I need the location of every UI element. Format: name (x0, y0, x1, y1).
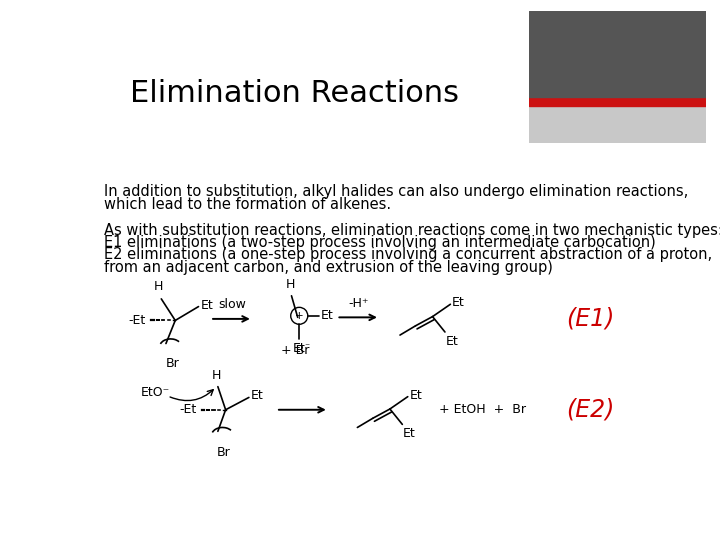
Text: Et: Et (293, 342, 305, 355)
Text: Et: Et (446, 335, 459, 348)
Text: -Et: -Et (129, 314, 145, 327)
Text: -Et: -Et (179, 403, 196, 416)
Text: Et: Et (321, 309, 333, 322)
Text: As with substitution reactions, elimination reactions come in two mechanistic ty: As with substitution reactions, eliminat… (104, 222, 720, 238)
Text: H: H (153, 280, 163, 293)
Text: Elimination Reactions: Elimination Reactions (130, 79, 459, 107)
Text: Et: Et (409, 389, 422, 402)
Text: Br: Br (166, 357, 179, 370)
Text: Et: Et (251, 389, 264, 402)
Bar (529, 61, 706, 70)
Text: (E1): (E1) (567, 307, 615, 331)
Bar (529, 97, 706, 143)
Bar (529, 11, 706, 97)
Text: + Br: + Br (281, 343, 309, 356)
Text: +: + (295, 311, 304, 321)
Text: which lead to the formation of alkenes.: which lead to the formation of alkenes. (104, 197, 391, 212)
Text: H: H (212, 369, 221, 382)
Text: Et: Et (201, 299, 214, 312)
Text: Et: Et (403, 428, 416, 441)
Text: Br: Br (217, 446, 231, 459)
Text: from an adjacent carbon, and extrusion of the leaving group): from an adjacent carbon, and extrusion o… (104, 260, 553, 275)
Text: (E2): (E2) (567, 398, 615, 422)
Text: H: H (285, 278, 294, 291)
Text: In addition to substitution, alkyl halides can also undergo elimination reaction: In addition to substitution, alkyl halid… (104, 184, 688, 199)
Text: E2 eliminations (a one-step process involving a concurrent abstraction of a prot: E2 eliminations (a one-step process invo… (104, 247, 712, 262)
Text: -H⁺: -H⁺ (348, 296, 369, 309)
Text: EtO⁻: EtO⁻ (140, 386, 170, 399)
Text: Et: Et (452, 296, 464, 309)
Text: + EtOH  +  Br: + EtOH + Br (438, 403, 526, 416)
Bar (529, 97, 706, 106)
Text: E1 eliminations (a two-step process involving an intermediate carbocation): E1 eliminations (a two-step process invo… (104, 235, 656, 250)
Text: slow: slow (218, 298, 246, 311)
Text: ⁻: ⁻ (304, 342, 309, 352)
